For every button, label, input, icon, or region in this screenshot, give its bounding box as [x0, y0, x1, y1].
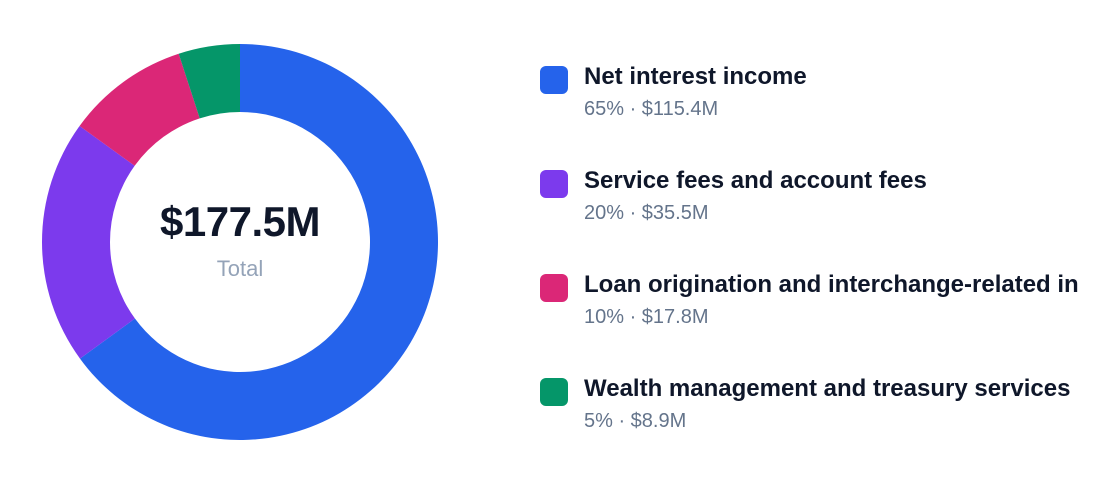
- donut-chart: $177.5M Total: [42, 44, 438, 441]
- total-value: $177.5M: [160, 198, 320, 245]
- legend-swatch: [540, 274, 568, 302]
- legend-item-loan-origination[interactable]: Loan origination and interchange-related…: [540, 270, 1120, 340]
- slice-net-interest-income[interactable]: [79, 44, 438, 441]
- donut-slices: [42, 44, 438, 441]
- slice-loan-origination[interactable]: [79, 53, 200, 166]
- legend-value: 10% · $17.8M: [584, 306, 709, 328]
- slice-wealth-management[interactable]: [178, 44, 240, 119]
- legend-label: Net interest income: [584, 63, 807, 90]
- total-label: Total: [217, 256, 263, 281]
- legend-label: Service fees and account fees: [584, 167, 927, 194]
- slice-service-fees[interactable]: [42, 125, 135, 359]
- legend-label: Loan origination and interchange-related…: [584, 271, 1079, 298]
- legend-value: 20% · $35.5M: [584, 202, 709, 224]
- legend-item-net-interest-income[interactable]: Net interest income 65% · $115.4M: [540, 62, 1120, 132]
- legend: Net interest income 65% · $115.4M Servic…: [540, 0, 1120, 488]
- legend-value: 65% · $115.4M: [584, 98, 719, 120]
- legend-swatch: [540, 170, 568, 198]
- legend-label: Wealth management and treasury services: [584, 375, 1071, 402]
- legend-swatch: [540, 378, 568, 406]
- legend-value: 5% · $8.9M: [584, 410, 687, 432]
- legend-item-wealth-management[interactable]: Wealth management and treasury services …: [540, 374, 1120, 444]
- legend-swatch: [540, 66, 568, 94]
- legend-item-service-fees[interactable]: Service fees and account fees 20% · $35.…: [540, 166, 1120, 236]
